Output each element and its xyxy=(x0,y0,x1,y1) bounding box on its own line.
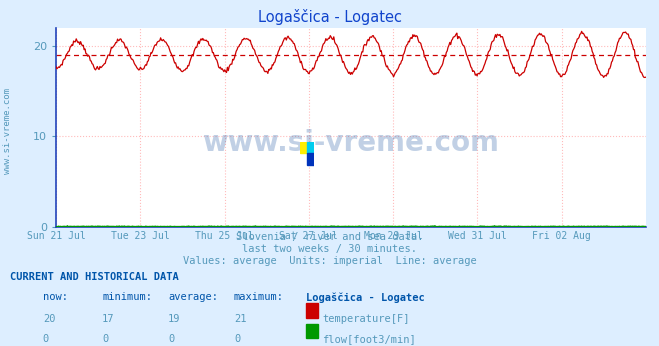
Text: 0: 0 xyxy=(168,334,174,344)
Text: flow[foot3/min]: flow[foot3/min] xyxy=(322,334,416,344)
Text: maximum:: maximum: xyxy=(234,292,284,302)
Text: 20: 20 xyxy=(43,314,55,324)
Text: Logaščica - Logatec: Logaščica - Logatec xyxy=(258,9,401,25)
Text: 19: 19 xyxy=(168,314,181,324)
Text: Logaščica - Logatec: Logaščica - Logatec xyxy=(306,292,425,303)
Text: minimum:: minimum: xyxy=(102,292,152,302)
Text: 0: 0 xyxy=(102,334,108,344)
Text: average:: average: xyxy=(168,292,218,302)
Text: 0: 0 xyxy=(43,334,49,344)
Bar xyxy=(307,153,314,165)
Text: 21: 21 xyxy=(234,314,246,324)
Text: 17: 17 xyxy=(102,314,115,324)
Bar xyxy=(307,142,314,153)
Text: 0: 0 xyxy=(234,334,240,344)
Text: www.si-vreme.com: www.si-vreme.com xyxy=(202,129,500,157)
Text: last two weeks / 30 minutes.: last two weeks / 30 minutes. xyxy=(242,244,417,254)
Text: Values: average  Units: imperial  Line: average: Values: average Units: imperial Line: av… xyxy=(183,256,476,266)
Text: www.si-vreme.com: www.si-vreme.com xyxy=(3,89,13,174)
Bar xyxy=(300,142,307,153)
Text: Slovenia / river and sea data.: Slovenia / river and sea data. xyxy=(236,232,423,242)
Text: now:: now: xyxy=(43,292,68,302)
Text: CURRENT AND HISTORICAL DATA: CURRENT AND HISTORICAL DATA xyxy=(10,272,179,282)
Text: temperature[F]: temperature[F] xyxy=(322,314,410,324)
